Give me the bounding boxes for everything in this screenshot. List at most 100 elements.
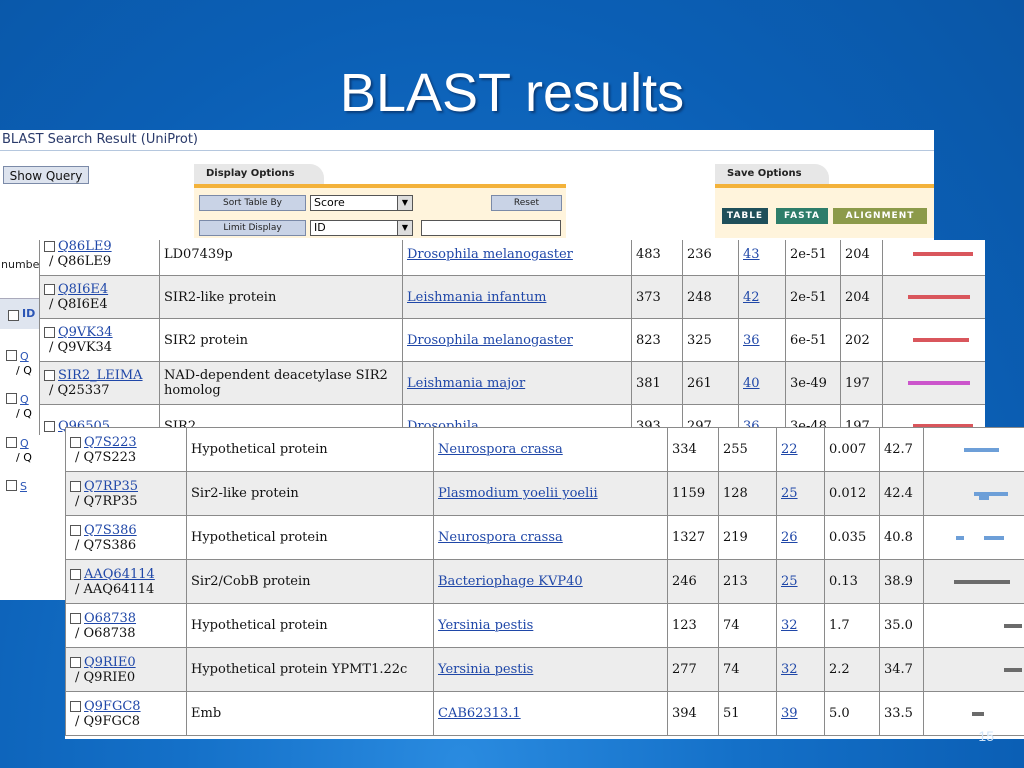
row-checkbox[interactable] [70, 568, 81, 580]
left-row-fragment: Q / Q [6, 345, 32, 377]
identity-cell: 128 [718, 471, 777, 516]
hit-bar [913, 424, 973, 428]
tab-save-options[interactable]: Save Options [715, 164, 829, 184]
organism-link[interactable]: Drosophila melanogaster [407, 246, 573, 262]
identity-cell: 236 [682, 240, 739, 276]
description-cell: Hypothetical protein [186, 515, 434, 560]
accession-id: / Q7S386 [75, 537, 137, 553]
positives-link[interactable]: 26 [781, 530, 798, 545]
length-cell: 483 [631, 240, 683, 276]
positives-cell: 39 [776, 691, 825, 736]
row-checkbox[interactable] [6, 437, 17, 448]
length-cell: 373 [631, 275, 683, 319]
accession-link[interactable]: Q9FGC8 [84, 698, 141, 714]
positives-link[interactable]: 39 [781, 706, 798, 721]
save-alignment-button[interactable]: ALIGNMENT [833, 208, 927, 224]
sort-select-value: Score [314, 196, 345, 209]
positives-link[interactable]: 40 [743, 375, 760, 391]
hit-bar [974, 491, 1008, 496]
save-fasta-button[interactable]: FASTA [776, 208, 828, 224]
accession-id: / Q9FGC8 [75, 713, 141, 729]
sort-table-button[interactable]: Sort Table By [199, 195, 306, 211]
row-link[interactable]: Q [20, 437, 29, 450]
length-cell: 394 [667, 691, 719, 736]
tab-display-options[interactable]: Display Options [194, 164, 324, 184]
row-checkbox[interactable] [70, 700, 81, 712]
organism-link[interactable]: Leishmania infantum [407, 289, 547, 305]
positives-link[interactable]: 42 [743, 289, 760, 305]
accession-link[interactable]: Q9VK34 [58, 325, 113, 340]
score-cell: 34.7 [879, 647, 924, 692]
row-link[interactable]: S [20, 480, 27, 493]
row-checkbox[interactable] [44, 241, 55, 252]
table-row: Q7S223/ Q7S223 Hypothetical protein Neuros… [65, 427, 1024, 472]
accession-link[interactable]: Q7S386 [84, 522, 137, 538]
accession-link[interactable]: O68738 [84, 610, 137, 626]
accession-link[interactable]: AAQ64114 [84, 566, 155, 582]
reset-button[interactable]: Reset [491, 195, 562, 211]
positives-link[interactable]: 43 [743, 246, 760, 262]
accession-link[interactable]: Q7RP35 [84, 478, 139, 494]
organism-cell: Leishmania major [402, 361, 632, 405]
row-link[interactable]: Q [20, 350, 29, 363]
organism-link[interactable]: Neurospora crassa [438, 442, 563, 457]
organism-link[interactable]: Yersinia pestis [438, 618, 534, 633]
evalue-cell: 2e-51 [785, 275, 841, 319]
score-cell: 42.4 [879, 471, 924, 516]
save-table-button[interactable]: TABLE [722, 208, 768, 224]
positives-link[interactable]: 32 [781, 618, 798, 633]
positives-link[interactable]: 25 [781, 486, 798, 501]
evalue-cell: 0.012 [824, 471, 880, 516]
id-cell: Q86LE9/ Q86LE9 [39, 240, 160, 276]
organism-link[interactable]: Drosophila melanogaster [407, 332, 573, 348]
select-all-checkbox[interactable] [8, 310, 19, 321]
row-checkbox[interactable] [6, 350, 17, 361]
score-cell: 35.0 [879, 603, 924, 648]
row-checkbox[interactable] [44, 420, 55, 432]
sort-select[interactable]: Score ▼ [310, 195, 413, 211]
positives-link[interactable]: 32 [781, 662, 798, 677]
accession-link[interactable]: Q8I6E4 [58, 282, 109, 297]
identity-cell: 255 [718, 427, 777, 472]
row-checkbox[interactable] [70, 436, 81, 448]
organism-link[interactable]: Bacteriophage KVP40 [438, 574, 583, 589]
accession-link[interactable]: Q7S223 [84, 434, 137, 450]
row-checkbox[interactable] [6, 393, 17, 404]
identity-cell: 74 [718, 647, 777, 692]
hit-bar [913, 252, 973, 256]
organism-link[interactable]: Neurospora crassa [438, 530, 563, 545]
limit-display-button[interactable]: Limit Display [199, 220, 306, 236]
left-row-fragment: Q / Q [6, 432, 32, 464]
length-cell: 381 [631, 361, 683, 405]
accession-link[interactable]: SIR2_LEIMA [58, 368, 143, 383]
positives-link[interactable]: 25 [781, 574, 798, 589]
description-cell: SIR2-like protein [159, 275, 403, 319]
row-checkbox[interactable] [70, 612, 81, 624]
row-checkbox[interactable] [44, 327, 55, 338]
organism-link[interactable]: Plasmodium yoelii yoelii [438, 486, 598, 501]
organism-link[interactable]: Yersinia pestis [438, 662, 534, 677]
accession-link[interactable]: Q9RIE0 [84, 654, 136, 670]
weak-hits-table: Q7S223/ Q7S223 Hypothetical protein Neuros… [65, 427, 1024, 739]
row-checkbox[interactable] [44, 370, 55, 381]
organism-link[interactable]: Leishmania major [407, 375, 526, 391]
row-checkbox[interactable] [70, 524, 81, 536]
positives-link[interactable]: 22 [781, 442, 798, 457]
limit-input[interactable] [421, 220, 561, 236]
evalue-cell: 0.13 [824, 559, 880, 604]
row-checkbox[interactable] [6, 480, 17, 491]
alignment-graphic-cell [923, 559, 1024, 604]
accession-link[interactable]: Q86LE9 [58, 240, 112, 254]
positives-link[interactable]: 36 [743, 332, 760, 348]
limit-select[interactable]: ID ▼ [310, 220, 413, 236]
row-checkbox[interactable] [44, 284, 55, 295]
row-checkbox[interactable] [70, 656, 81, 668]
show-query-button[interactable]: Show Query [3, 166, 89, 184]
row-checkbox[interactable] [70, 480, 81, 492]
organism-link[interactable]: CAB62313.1 [438, 706, 521, 721]
row-link[interactable]: Q [20, 393, 29, 406]
description-cell: Emb [186, 691, 434, 736]
table-row: Q9FGC8/ Q9FGC8 Emb CAB62313.1 394 51 39 5.0 33.… [65, 691, 1024, 736]
id-cell: AAQ64114/ AAQ64114 [65, 559, 187, 604]
id-cell: Q9RIE0/ Q9RIE0 [65, 647, 187, 692]
